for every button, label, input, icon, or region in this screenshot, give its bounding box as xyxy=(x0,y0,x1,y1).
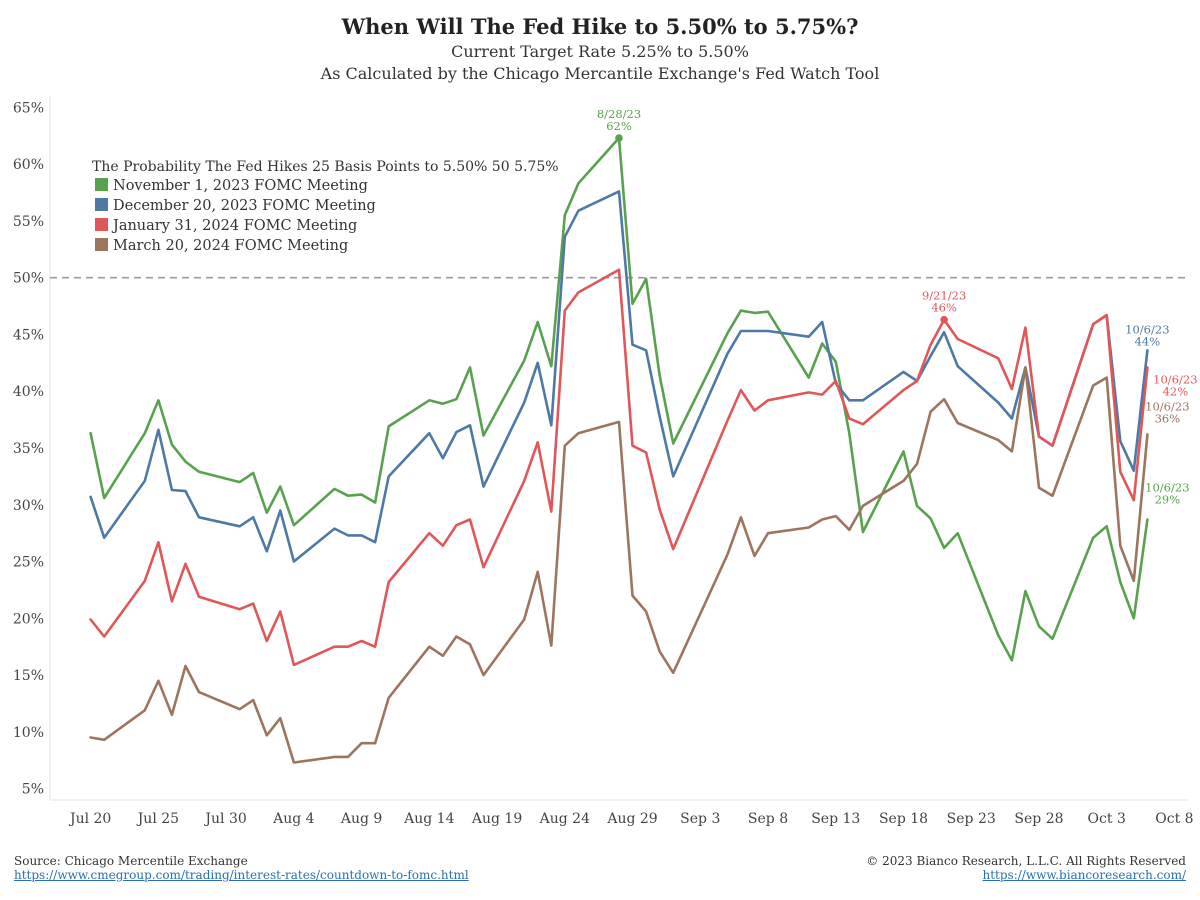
x-tick-label: Aug 24 xyxy=(539,811,590,827)
annotation-date-label: 10/6/23 xyxy=(1125,322,1169,336)
x-tick-label: Aug 19 xyxy=(471,811,522,827)
x-tick-label: Sep 18 xyxy=(879,811,928,827)
annotation-marker xyxy=(940,315,948,324)
series-line-3 xyxy=(89,268,1149,667)
y-tick-label: 50% xyxy=(13,271,44,287)
series-line-2 xyxy=(89,190,1149,563)
site-link[interactable]: https://www.biancoresearch.com/ xyxy=(982,868,1186,882)
x-tick-label: Sep 3 xyxy=(680,811,720,827)
legend-swatch xyxy=(95,218,108,231)
chart-annotations: 8/28/2362%9/21/2346%10/6/2344%10/6/2342%… xyxy=(597,107,1198,507)
copyright-text: © 2023 Bianco Research, L.L.C. All Right… xyxy=(866,854,1186,868)
x-tick-label: Oct 3 xyxy=(1088,811,1126,827)
annotation-date-label: 10/6/23 xyxy=(1153,372,1197,386)
footer-source: Source: Chicago Mercentile Exchange http… xyxy=(14,854,469,882)
chart-title: When Will The Fed Hike to 5.50% to 5.75%… xyxy=(341,14,859,39)
chart-legend: The Probability The Fed Hikes 25 Basis P… xyxy=(92,159,559,254)
annotation-date-label: 10/6/23 xyxy=(1145,399,1189,413)
series-line-1 xyxy=(89,136,1149,662)
annotation-value-label: 62% xyxy=(606,119,632,133)
legend-title: The Probability The Fed Hikes 25 Basis P… xyxy=(92,159,559,175)
y-tick-label: 15% xyxy=(13,668,44,684)
legend-entry: January 31, 2024 FOMC Meeting xyxy=(111,218,357,234)
y-tick-label: 65% xyxy=(13,100,44,116)
annotation-date-label: 8/28/23 xyxy=(597,107,641,121)
x-tick-label: Aug 4 xyxy=(272,811,315,827)
y-tick-label: 55% xyxy=(13,214,44,230)
y-tick-label: 30% xyxy=(13,498,44,514)
annotation-value-label: 44% xyxy=(1135,334,1161,348)
x-tick-label: Jul 20 xyxy=(68,811,111,827)
annotation-value-label: 46% xyxy=(931,301,957,315)
x-tick-label: Aug 9 xyxy=(340,811,382,827)
x-tick-label: Aug 29 xyxy=(606,811,657,827)
annotation-date-label: 9/21/23 xyxy=(922,289,966,303)
source-link[interactable]: https://www.cmegroup.com/trading/interes… xyxy=(14,868,469,882)
y-tick-label: 10% xyxy=(13,725,44,741)
series-line-4 xyxy=(89,366,1149,764)
y-tick-label: 45% xyxy=(13,327,44,343)
y-tick-label: 20% xyxy=(13,611,44,627)
x-tick-label: Sep 13 xyxy=(811,811,860,827)
source-text: Source: Chicago Mercentile Exchange xyxy=(14,854,248,868)
legend-entry: November 1, 2023 FOMC Meeting xyxy=(113,178,368,194)
annotation-marker xyxy=(615,134,623,142)
y-tick-label: 5% xyxy=(22,782,44,798)
annotation-date-label: 10/6/23 xyxy=(1145,481,1189,495)
chart-series-lines xyxy=(89,136,1149,764)
annotation-value-label: 36% xyxy=(1155,411,1181,425)
legend-swatch xyxy=(95,238,108,251)
x-tick-label: Aug 14 xyxy=(403,811,454,827)
x-tick-label: Jul 25 xyxy=(136,811,179,827)
y-tick-label: 60% xyxy=(13,157,44,173)
x-tick-label: Sep 8 xyxy=(748,811,788,827)
y-tick-label: 25% xyxy=(13,555,44,571)
legend-entry: March 20, 2024 FOMC Meeting xyxy=(113,238,348,254)
annotation-value-label: 42% xyxy=(1163,384,1189,398)
chart-subtitle-rate: Current Target Rate 5.25% to 5.50% xyxy=(451,42,749,61)
x-tick-label: Sep 23 xyxy=(947,811,996,827)
x-tick-label: Oct 8 xyxy=(1155,811,1193,827)
legend-swatch xyxy=(95,178,108,191)
footer-copyright: © 2023 Bianco Research, L.L.C. All Right… xyxy=(866,854,1186,882)
x-tick-label: Jul 30 xyxy=(203,811,246,827)
annotation-value-label: 29% xyxy=(1155,493,1181,507)
y-tick-label: 40% xyxy=(13,384,44,400)
legend-swatch xyxy=(95,198,108,211)
chart-axes: 5% 10% 15% 20% 25% 30% 35% 40% 45% 50% 55% 60% 65% Ju… xyxy=(13,96,1194,827)
legend-entry: December 20, 2023 FOMC Meeting xyxy=(113,198,376,214)
y-tick-label: 35% xyxy=(13,441,44,457)
x-tick-label: Sep 28 xyxy=(1014,811,1063,827)
chart-subtitle-source: As Calculated by the Chicago Mercantile … xyxy=(320,64,880,83)
